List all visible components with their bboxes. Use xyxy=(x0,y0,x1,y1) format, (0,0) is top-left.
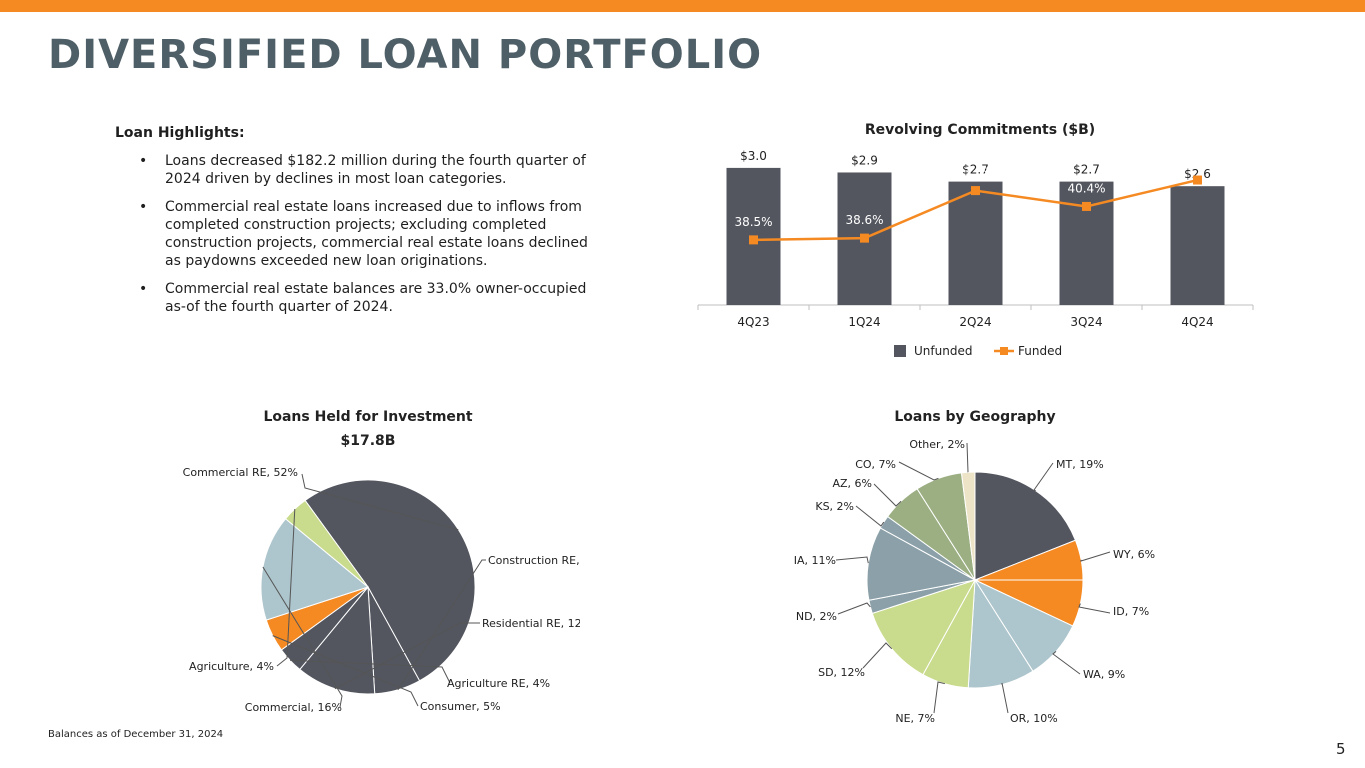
highlight-bullet: Loans decreased $182.2 million during th… xyxy=(115,152,595,188)
x-tick-label: 1Q24 xyxy=(848,315,880,329)
footnote: Balances as of December 31, 2024 xyxy=(48,729,224,740)
revolving-chart-title: Revolving Commitments ($B) xyxy=(865,122,1095,138)
funded-value-label: 41.3% xyxy=(956,166,994,180)
slice-label: NE, 7% xyxy=(895,712,935,725)
leader-line xyxy=(835,556,869,564)
slice-label: WY, 6% xyxy=(1113,548,1155,561)
slice-label: SD, 12% xyxy=(818,666,865,679)
leader-line xyxy=(966,442,969,473)
leader-line xyxy=(276,508,296,667)
pie-slice xyxy=(304,479,476,682)
leader-line xyxy=(1052,651,1081,675)
page-title: DIVERSIFIED LOAN PORTFOLIO xyxy=(48,32,763,78)
unfunded-bar xyxy=(1059,181,1114,305)
leader-line xyxy=(855,505,885,527)
funded-marker xyxy=(860,233,869,243)
funded-value-label: 38.5% xyxy=(734,215,772,229)
top-accent-bar xyxy=(0,0,1365,12)
legend-funded-label: Funded xyxy=(1018,344,1062,358)
slice-label: Residential RE, 12% xyxy=(482,617,580,630)
lhi-chart-subtitle: $17.8B xyxy=(341,433,396,449)
leader-line xyxy=(272,635,419,707)
geo-chart-title: Loans by Geography xyxy=(894,409,1055,425)
funded-value-label: 38.6% xyxy=(845,213,883,227)
x-tick-label: 3Q24 xyxy=(1070,315,1102,329)
leader-line xyxy=(862,642,893,669)
slice-label: Agriculture RE, 4% xyxy=(447,677,550,690)
legend-unfunded-label: Unfunded xyxy=(914,344,972,358)
bar-value-label: $2.7 xyxy=(962,163,989,177)
lhi-chart-title: Loans Held for Investment xyxy=(263,409,472,425)
slice-label: OR, 10% xyxy=(1010,712,1058,725)
slice-label: Commercial RE, 52% xyxy=(183,466,298,479)
leader-line xyxy=(1001,682,1009,714)
bar-value-label: $3.0 xyxy=(740,149,767,163)
highlights-list: Loans decreased $182.2 million during th… xyxy=(115,152,595,316)
highlight-bullet: Commercial real estate loans increased d… xyxy=(115,198,595,270)
funded-value-label: 40.4% xyxy=(1067,181,1105,195)
slice-label: ND, 2% xyxy=(796,610,837,623)
highlights-heading: Loan Highlights: xyxy=(115,125,245,141)
leader-line xyxy=(301,473,459,531)
leader-line xyxy=(334,622,480,690)
slice-label: CO, 7% xyxy=(855,458,896,471)
bar-value-label: $2.9 xyxy=(851,153,878,167)
leader-line xyxy=(898,461,939,481)
highlight-bullet: Commercial real estate balances are 33.0… xyxy=(115,280,595,316)
funded-marker xyxy=(971,186,980,196)
page-number: 5 xyxy=(1336,740,1346,758)
slice-label: WA, 9% xyxy=(1083,668,1125,681)
x-tick-label: 2Q24 xyxy=(959,315,991,329)
leader-line xyxy=(933,681,946,714)
slice-label: MT, 19% xyxy=(1056,458,1104,471)
bar-value-label: $2.6 xyxy=(1184,167,1211,181)
slice-label: Construction RE, 7% xyxy=(488,554,580,567)
slice-label: Agriculture, 4% xyxy=(189,660,274,673)
leader-line xyxy=(1080,551,1111,562)
pie-slice xyxy=(866,527,977,601)
slice-label: Other, 2% xyxy=(909,438,965,451)
pie-slice xyxy=(960,471,976,581)
funded-marker xyxy=(1082,201,1091,211)
x-tick-label: 4Q24 xyxy=(1181,315,1213,329)
loans-by-geography-chart: Loans by Geography MT, 19% WY, 6% ID, 7% WA… xyxy=(794,409,1155,725)
legend-unfunded-swatch xyxy=(894,345,906,357)
funded-marker xyxy=(749,235,758,245)
slice-label: Commercial, 16% xyxy=(245,701,342,714)
unfunded-bar xyxy=(948,181,1003,305)
leader-line xyxy=(1078,603,1111,614)
loan-highlights: Loan Highlights: Loans decreased $182.2 … xyxy=(115,124,595,326)
funded-marker xyxy=(1193,175,1202,185)
pie-slice xyxy=(871,579,977,676)
revolving-commitments-chart: Revolving Commitments ($B) $3.0 4Q23 $2.9 1… xyxy=(697,122,1254,358)
leader-line xyxy=(397,559,486,691)
slice-label: KS, 2% xyxy=(815,500,854,513)
slice-label: IA, 11% xyxy=(794,554,836,567)
leader-line xyxy=(1033,462,1054,492)
x-tick-label: 4Q23 xyxy=(737,315,769,329)
slice-label: AZ, 6% xyxy=(832,477,872,490)
leader-line xyxy=(837,602,871,615)
leader-line xyxy=(289,659,451,684)
funded-value-label: 41.9% xyxy=(1178,155,1216,169)
slice-label: Consumer, 5% xyxy=(420,700,501,713)
leader-line xyxy=(873,483,902,507)
unfunded-bar xyxy=(1170,186,1225,305)
slice-label: ID, 7% xyxy=(1113,605,1149,618)
legend-funded-marker xyxy=(1000,347,1008,355)
bar-value-label: $2.7 xyxy=(1073,163,1100,177)
loans-held-for-investment-chart: Loans Held for Investment $17.8B Commerc… xyxy=(183,409,580,714)
